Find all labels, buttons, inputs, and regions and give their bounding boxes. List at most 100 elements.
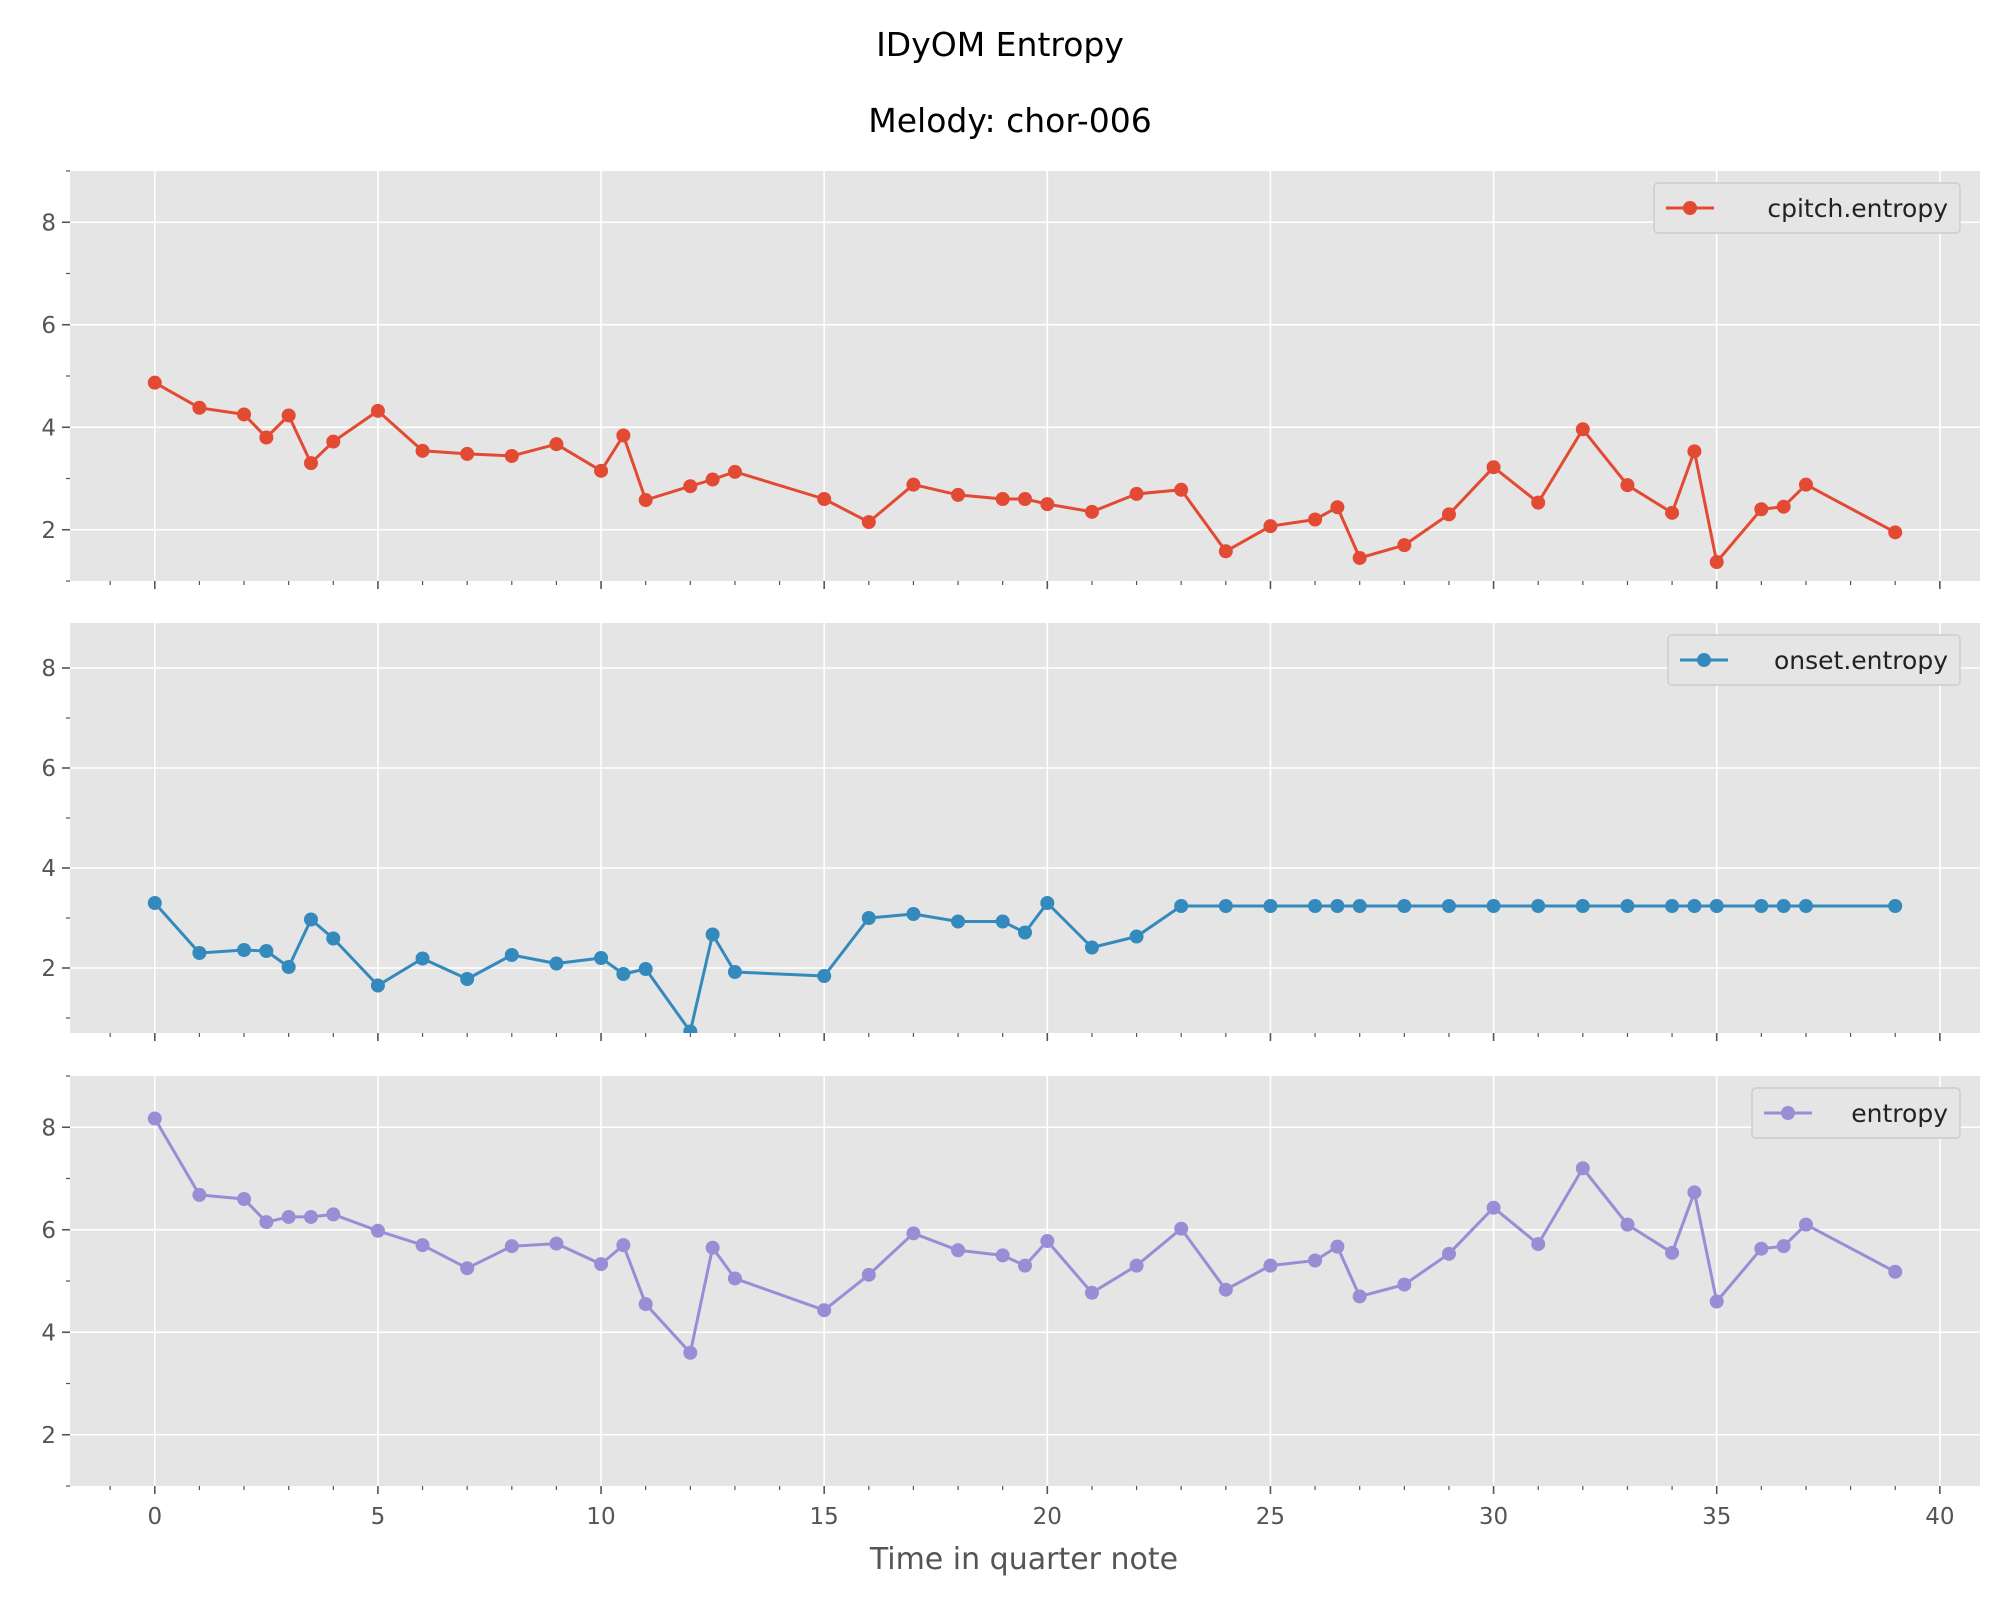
data-point — [1397, 899, 1412, 913]
data-point — [326, 931, 341, 946]
legend: onset.entropy — [1667, 634, 1961, 686]
data-point — [1687, 444, 1702, 459]
data-point — [906, 477, 921, 492]
data-point — [147, 1111, 162, 1126]
y-tick-label: 6 — [41, 1218, 56, 1244]
data-point — [415, 951, 430, 966]
data-point — [951, 487, 966, 502]
data-point — [1531, 899, 1546, 913]
data-point — [303, 456, 318, 471]
data-point — [326, 434, 341, 449]
data-point — [705, 472, 720, 487]
series-line — [153, 1117, 1896, 1355]
data-point — [906, 907, 921, 921]
data-point — [460, 1261, 475, 1276]
data-point — [683, 479, 698, 494]
data-point — [259, 1215, 274, 1230]
data-point — [616, 1238, 631, 1253]
data-point — [1486, 1200, 1501, 1215]
data-point — [1308, 899, 1323, 913]
data-point — [1352, 550, 1367, 565]
legend: entropy — [1751, 1087, 1961, 1139]
legend-label: entropy — [1851, 1099, 1948, 1128]
data-point — [147, 896, 162, 910]
data-point — [683, 1024, 698, 1033]
y-tick-label: 8 — [41, 210, 56, 236]
data-point — [1798, 477, 1813, 492]
plot-area — [70, 171, 1980, 581]
data-point — [1620, 478, 1635, 493]
data-point — [1754, 502, 1769, 517]
data-point — [705, 1240, 720, 1255]
data-point — [460, 446, 475, 461]
data-point — [259, 430, 274, 445]
data-point — [1330, 1239, 1345, 1254]
y-tick-label: 4 — [41, 856, 56, 882]
data-point — [1441, 899, 1456, 913]
x-tick-label: 25 — [1256, 1504, 1285, 1530]
data-point — [259, 944, 274, 958]
data-point — [638, 493, 653, 508]
data-point — [192, 400, 207, 415]
data-point — [1665, 505, 1680, 520]
data-point — [1665, 899, 1680, 913]
data-point — [861, 911, 876, 925]
data-point — [1308, 512, 1323, 527]
data-point — [549, 1236, 564, 1251]
data-point — [1888, 525, 1903, 540]
data-point — [1776, 899, 1791, 913]
data-point — [995, 1248, 1010, 1263]
data-point — [460, 972, 475, 986]
data-point — [995, 492, 1010, 506]
x-tick-label: 5 — [371, 1504, 386, 1530]
legend-label: cpitch.entropy — [1767, 194, 1948, 223]
data-point — [237, 1192, 252, 1206]
data-point — [1018, 492, 1032, 506]
data-point — [1263, 899, 1278, 913]
legend-marker — [1697, 653, 1711, 667]
data-point — [281, 960, 296, 974]
data-point — [1352, 899, 1367, 913]
data-point — [1040, 1234, 1055, 1249]
data-point — [705, 927, 720, 942]
legend: cpitch.entropy — [1653, 182, 1961, 234]
y-tick-label: 6 — [41, 313, 56, 339]
x-axis-label: Time in quarter note — [869, 1542, 1178, 1577]
plot-area — [70, 623, 1980, 1033]
data-point — [415, 1238, 430, 1253]
y-tick-label: 8 — [41, 1115, 56, 1141]
data-point — [504, 1239, 519, 1254]
data-point — [504, 948, 519, 962]
data-point — [951, 914, 966, 929]
legend-label: onset.entropy — [1774, 646, 1948, 675]
data-point — [817, 969, 832, 983]
y-tick-label: 2 — [41, 1423, 56, 1449]
legend-box — [1751, 1087, 1961, 1139]
data-point — [616, 428, 631, 443]
data-point — [861, 515, 876, 530]
data-point — [303, 912, 318, 927]
data-point — [1665, 1245, 1680, 1260]
data-point — [1687, 899, 1702, 913]
data-point — [1084, 504, 1099, 519]
legend-box — [1653, 182, 1961, 234]
data-point — [861, 1267, 876, 1282]
data-point — [906, 1226, 921, 1241]
data-point — [683, 1345, 698, 1360]
data-point — [1330, 899, 1345, 913]
x-tick-label: 30 — [1479, 1504, 1508, 1530]
data-point — [1040, 896, 1055, 910]
data-point — [1330, 500, 1345, 515]
data-point — [1218, 899, 1233, 913]
x-tick-label: 10 — [586, 1504, 615, 1530]
data-point — [370, 1223, 385, 1238]
data-point — [995, 914, 1010, 929]
data-point — [594, 951, 609, 965]
data-point — [1531, 1237, 1546, 1252]
data-point — [415, 443, 430, 458]
data-point — [1263, 1258, 1278, 1273]
data-point — [549, 437, 564, 452]
data-point — [1174, 899, 1189, 913]
data-point — [1308, 1253, 1323, 1268]
data-point — [1776, 499, 1791, 514]
